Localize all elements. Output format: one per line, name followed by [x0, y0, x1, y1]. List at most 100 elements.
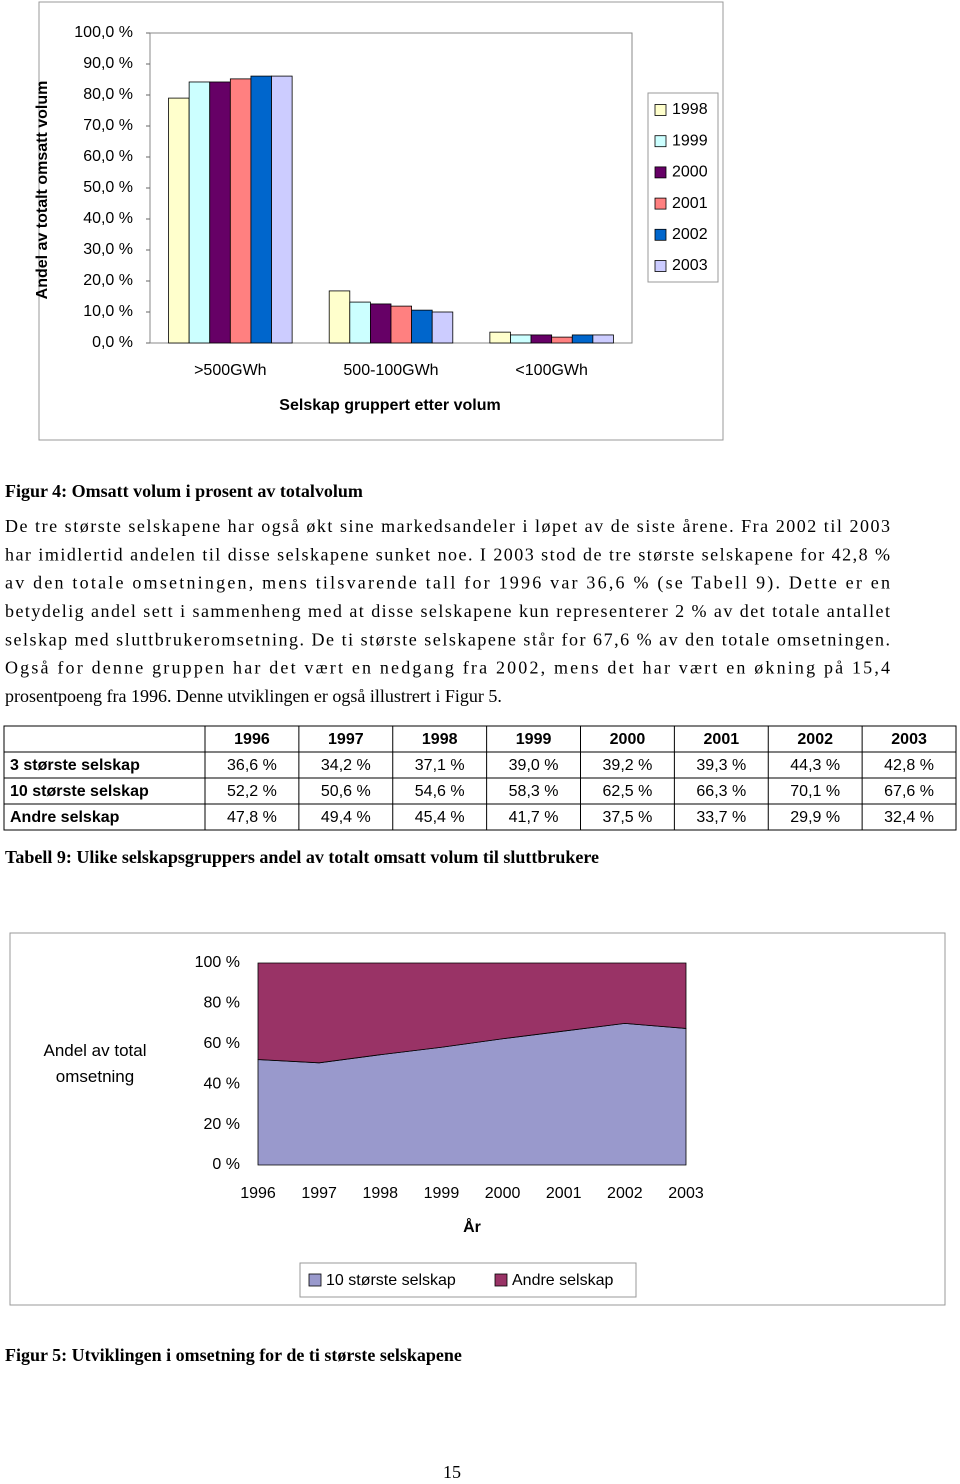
legend-swatch — [654, 197, 667, 210]
table-cell: 37,1 % — [415, 757, 465, 774]
y-tick-label: 90,0 % — [83, 55, 133, 72]
row-label: Andre selskap — [10, 809, 120, 826]
y-tick-label: 0 % — [212, 1156, 240, 1173]
table-cell: 67,6 % — [884, 783, 934, 800]
table-cell: 47,8 % — [227, 809, 277, 826]
bar — [510, 334, 532, 344]
table-header: 2001 — [704, 731, 740, 748]
y-tick-label: 60,0 % — [83, 148, 133, 165]
paragraph-line: har imidlertid andelen til disse selskap… — [5, 544, 890, 564]
table-cell: 70,1 % — [790, 783, 840, 800]
legend-label: 2002 — [672, 226, 708, 243]
legend-swatch — [494, 1273, 508, 1287]
y-axis-title: Andel av totalt omsatt volum — [34, 81, 51, 300]
figure-caption: Figur 4: Omsatt volum i prosent av total… — [5, 481, 363, 501]
x-tick-label: 1998 — [362, 1185, 398, 1202]
table-caption: Tabell 9: Ulike selskapsgruppers andel a… — [5, 847, 599, 867]
x-tick-label: 2001 — [546, 1185, 582, 1202]
y-axis-title: Andel av total omsetning — [43, 1041, 147, 1086]
bar — [390, 305, 413, 344]
table-cell: 29,9 % — [790, 809, 840, 826]
table-cell: 50,6 % — [321, 783, 371, 800]
bar — [271, 75, 293, 344]
chart-frame — [38, 1, 724, 441]
paragraph-line: De tre største selskapene har også økt s… — [5, 516, 890, 536]
table-cell: 54,6 % — [415, 783, 465, 800]
legend-label: 10 største selskap — [326, 1272, 456, 1289]
table-cell: 37,5 % — [603, 809, 653, 826]
legend-label: 1999 — [672, 132, 708, 149]
legend-label: 1998 — [672, 101, 708, 118]
x-tick-label: 2002 — [607, 1185, 643, 1202]
y-tick-label: 0,0 % — [92, 334, 133, 351]
y-tick-label: 20,0 % — [83, 272, 133, 289]
x-tick-label: 2000 — [485, 1185, 521, 1202]
paragraph-line: betydelig andel sett i sammenheng med at… — [5, 601, 890, 621]
row-label: 3 største selskap — [10, 757, 140, 774]
table-cell: 42,8 % — [884, 757, 934, 774]
table-cell: 58,3 % — [509, 783, 559, 800]
y-tick-label: 70,0 % — [83, 117, 133, 134]
table-cell: 33,7 % — [696, 809, 746, 826]
y-tick-label: 80,0 % — [83, 86, 133, 103]
paragraph-line: av den totale omsetningen, mens tilsvare… — [5, 573, 890, 594]
table-cell: 32,4 % — [884, 809, 934, 826]
y-tick-label: 30,0 % — [83, 241, 133, 258]
y-tick-label: 40 % — [204, 1075, 240, 1092]
table-header: 2000 — [610, 731, 646, 748]
table-cell: 36,6 % — [227, 757, 277, 774]
paragraph-line: selskap med sluttbrukeromsetning. De ti … — [5, 629, 890, 649]
legend-frame — [299, 1262, 637, 1298]
table-cell: 39,2 % — [603, 757, 653, 774]
y-tick-label: 80 % — [204, 995, 240, 1012]
area — [257, 962, 687, 1064]
table-cell: 66,3 % — [696, 783, 746, 800]
bar — [209, 81, 231, 344]
y-tick-label: 100 % — [195, 954, 240, 971]
bar — [411, 309, 433, 344]
table-cell: 34,2 % — [321, 757, 371, 774]
legend-label: 2003 — [672, 257, 708, 274]
table-cell: 49,4 % — [321, 809, 371, 826]
table-header: 1998 — [422, 731, 458, 748]
table-header: 1997 — [328, 731, 364, 748]
legend-label: Andre selskap — [512, 1272, 613, 1289]
table-cell: 45,4 % — [415, 809, 465, 826]
legend-swatch — [654, 166, 667, 179]
table-header: 2002 — [797, 731, 833, 748]
page-number: 15 — [443, 1462, 461, 1482]
figure-caption: Figur 5: Utviklingen i omsetning for de … — [5, 1345, 462, 1365]
x-tick-label: >500GWh — [194, 362, 266, 379]
x-tick-label: <100GWh — [515, 362, 587, 379]
row-label: 10 største selskap — [10, 783, 149, 800]
legend-swatch — [654, 228, 667, 241]
x-tick-label: 1997 — [301, 1185, 337, 1202]
bar — [250, 75, 272, 344]
y-tick-label: 20 % — [204, 1116, 240, 1133]
y-tick-label: 50,0 % — [83, 179, 133, 196]
x-axis-title: År — [463, 1217, 481, 1236]
bar — [530, 334, 553, 344]
table-cell: 62,5 % — [603, 783, 653, 800]
table-header: 2003 — [891, 731, 927, 748]
bar — [489, 331, 511, 344]
bar — [551, 336, 573, 344]
legend-swatch — [654, 135, 667, 148]
bar — [349, 301, 371, 344]
legend-label: 2001 — [672, 195, 708, 212]
bar — [592, 334, 614, 344]
x-tick-label: 500-100GWh — [343, 362, 438, 379]
x-tick-label: 2003 — [668, 1185, 704, 1202]
bar — [571, 334, 594, 344]
y-tick-label: 60 % — [204, 1035, 240, 1052]
table-header: 1999 — [516, 731, 552, 748]
table-cell: 52,2 % — [227, 783, 277, 800]
bar — [229, 78, 252, 344]
paragraph-line: Også for denne gruppen har det vært en n… — [5, 658, 890, 678]
bar — [188, 81, 211, 344]
legend-frame — [647, 92, 719, 283]
bar — [168, 97, 190, 344]
table-cell: 41,7 % — [509, 809, 559, 826]
bar — [431, 311, 454, 344]
